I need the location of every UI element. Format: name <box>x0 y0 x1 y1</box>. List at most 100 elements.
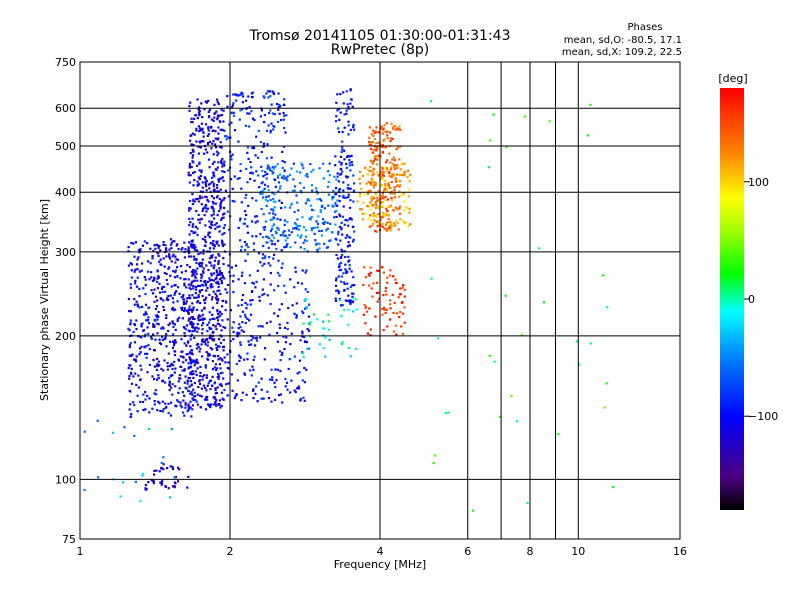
scatter-point <box>262 175 265 178</box>
scatter-point <box>430 277 433 280</box>
scatter-point <box>168 365 172 368</box>
scatter-point <box>346 245 349 248</box>
scatter-point <box>274 230 277 233</box>
scatter-point <box>287 229 290 232</box>
scatter-point <box>304 307 307 310</box>
scatter-point <box>128 408 131 411</box>
scatter-point <box>308 303 311 306</box>
scatter-point <box>218 289 221 292</box>
scatter-point <box>315 242 318 245</box>
scatter-point <box>322 177 325 180</box>
scatter-point <box>203 307 206 310</box>
scatter-point <box>192 171 195 175</box>
scatter-point <box>335 253 338 257</box>
scatter-point <box>370 199 373 202</box>
scatter-point <box>189 372 192 375</box>
scatter-point <box>209 226 212 229</box>
scatter-point <box>142 393 145 396</box>
scatter-point <box>230 266 233 269</box>
scatter-point <box>183 394 186 397</box>
scatter-point <box>278 274 281 277</box>
scatter-point <box>151 255 154 258</box>
scatter-point <box>557 433 560 436</box>
scatter-point <box>368 307 371 310</box>
scatter-point <box>272 223 276 226</box>
scatter-point <box>394 173 397 176</box>
scatter-point <box>369 189 372 192</box>
scatter-point <box>130 263 133 266</box>
scatter-point <box>232 114 236 117</box>
scatter-point <box>351 105 354 108</box>
scatter-point <box>144 283 147 287</box>
scatter-point <box>299 236 302 239</box>
scatter-point <box>137 256 140 259</box>
scatter-point <box>307 315 311 318</box>
scatter-point <box>250 339 253 342</box>
scatter-point <box>362 283 365 286</box>
scatter-point <box>340 268 343 271</box>
scatter-point <box>240 399 243 402</box>
scatter-point <box>265 322 269 325</box>
scatter-point <box>155 305 159 308</box>
scatter-point <box>398 190 401 193</box>
scatter-point <box>345 109 348 112</box>
scatter-point <box>303 299 306 302</box>
scatter-point <box>327 313 330 316</box>
scatter-point <box>302 167 305 170</box>
scatter-point <box>183 368 186 371</box>
scatter-point <box>206 151 209 154</box>
scatter-point <box>190 391 193 394</box>
scatter-point <box>492 113 495 116</box>
scatter-point <box>346 234 349 237</box>
scatter-point <box>379 173 382 176</box>
scatter-point <box>399 128 402 132</box>
scatter-point <box>210 278 213 282</box>
scatter-point <box>388 171 391 174</box>
scatter-point <box>171 374 174 377</box>
colorbar-tick-label: 0 <box>748 293 755 306</box>
scatter-point <box>342 205 345 208</box>
scatter-point <box>159 481 162 484</box>
scatter-point <box>276 340 279 343</box>
scatter-point <box>157 400 160 403</box>
scatter-point <box>150 276 153 279</box>
scatter-point <box>352 200 355 203</box>
scatter-point <box>223 129 226 132</box>
scatter-point <box>222 206 226 209</box>
scatter-point <box>370 178 374 181</box>
scatter-point <box>197 125 200 128</box>
scatter-point <box>215 297 218 300</box>
scatter-point <box>212 240 215 243</box>
scatter-point <box>409 223 412 226</box>
scatter-point <box>128 329 131 332</box>
scatter-point <box>265 92 268 95</box>
scatter-point <box>289 246 292 249</box>
scatter-point <box>392 156 395 159</box>
scatter-point <box>403 200 406 203</box>
scatter-point <box>299 246 302 249</box>
scatter-point <box>339 239 342 242</box>
scatter-point <box>394 125 397 128</box>
scatter-point <box>198 178 201 181</box>
scatter-point <box>382 139 385 142</box>
scatter-point <box>241 271 244 274</box>
scatter-point <box>191 150 195 153</box>
scatter-point <box>256 269 259 272</box>
scatter-point <box>334 237 337 240</box>
scatter-point <box>212 171 215 174</box>
scatter-point <box>195 127 198 130</box>
scatter-point <box>244 218 247 221</box>
scatter-point <box>222 120 225 123</box>
scatter-point <box>221 244 224 248</box>
scatter-point <box>349 236 352 239</box>
scatter-point <box>252 282 255 285</box>
scatter-point <box>283 326 287 329</box>
scatter-point <box>160 287 164 290</box>
scatter-point <box>276 120 280 123</box>
scatter-point <box>351 295 354 298</box>
scatter-point <box>197 295 200 299</box>
scatter-point <box>221 176 224 179</box>
scatter-point <box>385 166 388 169</box>
scatter-point <box>220 218 223 221</box>
scatter-point <box>250 92 253 95</box>
